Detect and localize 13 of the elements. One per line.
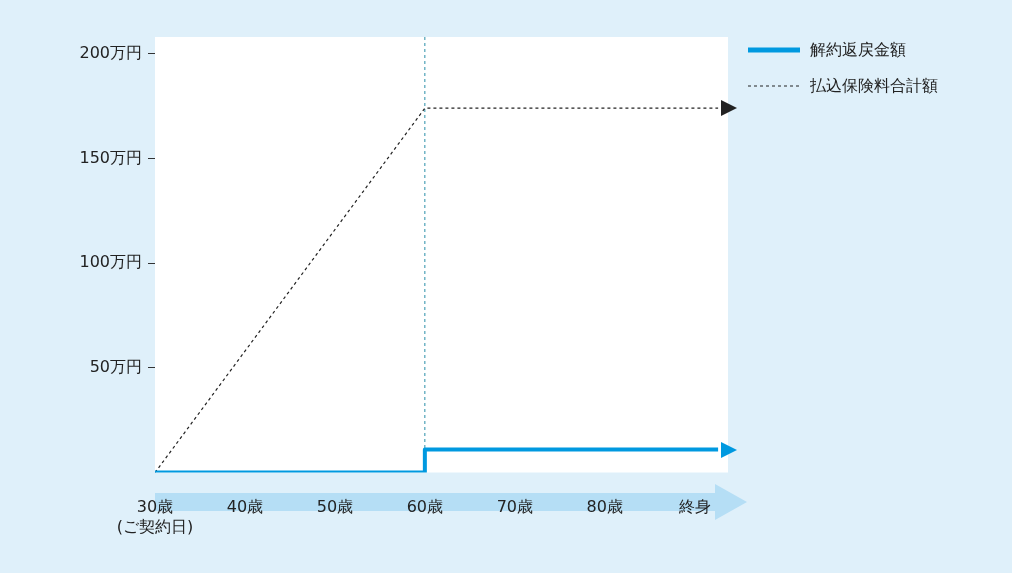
y-tick-label: 150万円 <box>79 147 142 167</box>
y-tick-label: 200万円 <box>79 42 142 62</box>
x-tick-label: 30歳 (ご契約日) <box>116 497 194 536</box>
y-tick-label: 50万円 <box>89 357 142 377</box>
x-tick-label: 50歳 <box>316 497 354 517</box>
x-tick-label: 70歳 <box>496 497 533 517</box>
x-tick-label: 終身 <box>677 497 711 517</box>
y-tick-label: 100万円 <box>79 252 142 272</box>
legend-label: 解約返戻金額 <box>810 39 906 61</box>
legend-label: 払込保険料合計額 <box>810 75 938 97</box>
x-tick-label: 80歳 <box>586 497 623 517</box>
x-tick-label: 60歳 <box>406 497 444 517</box>
x-tick-label: 40歳 <box>226 497 264 517</box>
